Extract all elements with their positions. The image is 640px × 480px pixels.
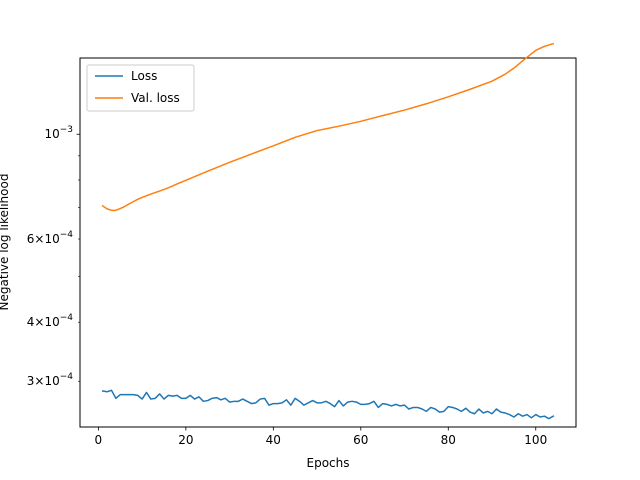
series-line-val-loss (101, 42, 555, 212)
x-axis-ticks: 0 20 40 60 80 100 (95, 427, 547, 447)
x-tick-label: 60 (353, 433, 368, 447)
y-tick-label: 3×10−4 (27, 372, 74, 388)
y-tick-label: 6×10−4 (27, 230, 74, 246)
x-tick-label: 100 (524, 433, 547, 447)
x-tick-label: 20 (178, 433, 193, 447)
series-line-loss (101, 389, 555, 420)
series-layer (101, 42, 555, 420)
x-axis-label: Epochs (307, 456, 350, 470)
legend-label-loss: Loss (131, 69, 157, 83)
y-axis-ticks: 3×10−4 4×10−4 6×10−4 10−3 (27, 125, 80, 388)
y-tick-label: 10−3 (44, 125, 73, 141)
legend-label-val-loss: Val. loss (131, 91, 180, 105)
x-tick-label: 40 (266, 433, 281, 447)
y-tick-label: 4×10−4 (27, 313, 74, 329)
y-axis-label: Negative log likelihood (0, 174, 11, 311)
legend: Loss Val. loss (86, 64, 195, 112)
x-tick-label: 0 (95, 433, 103, 447)
x-tick-label: 80 (441, 433, 456, 447)
plot-area-frame (79, 57, 577, 428)
